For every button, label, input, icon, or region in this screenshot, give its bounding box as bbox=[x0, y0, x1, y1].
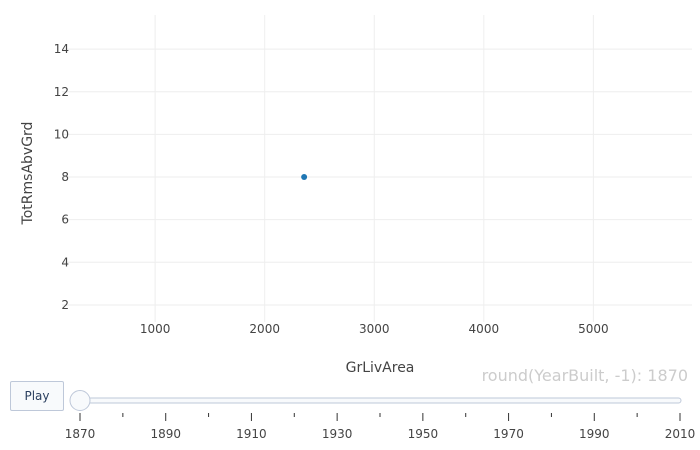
x-tick-label: 4000 bbox=[469, 322, 500, 336]
x-tick-label: 3000 bbox=[359, 322, 390, 336]
slider-tick-label: 1870 bbox=[65, 427, 96, 441]
slider-rail[interactable] bbox=[75, 397, 682, 404]
plot-grid bbox=[62, 15, 692, 322]
y-tick-label: 4 bbox=[61, 255, 69, 269]
slider-ticks bbox=[79, 413, 681, 421]
slider-tick-label: 2010 bbox=[665, 427, 696, 441]
y-tick-label: 10 bbox=[54, 127, 69, 141]
y-tick-label: 12 bbox=[54, 85, 69, 99]
y-tick-label: 14 bbox=[54, 42, 69, 56]
slider-tick-label: 1970 bbox=[493, 427, 524, 441]
slider-labels: 1870 1890 1910 1930 1950 1970 1990 2010 bbox=[65, 427, 696, 441]
slider-tick-label: 1910 bbox=[236, 427, 267, 441]
y-tick-label: 6 bbox=[61, 213, 69, 227]
data-points bbox=[301, 174, 308, 181]
slider-tick-label: 1990 bbox=[579, 427, 610, 441]
y-tick-label: 8 bbox=[61, 170, 69, 184]
slider-tick-label: 1950 bbox=[408, 427, 439, 441]
x-tick-labels: 1000 2000 3000 4000 5000 bbox=[140, 322, 609, 336]
slider-current-value: round(YearBuilt, -1): 1870 bbox=[482, 366, 688, 385]
x-axis-title: GrLivArea bbox=[346, 360, 415, 376]
play-button[interactable]: Play bbox=[10, 381, 64, 411]
slider-handle[interactable] bbox=[69, 390, 91, 411]
y-tick-label: 2 bbox=[61, 298, 69, 312]
x-tick-label: 1000 bbox=[140, 322, 171, 336]
slider-tick-label: 1930 bbox=[322, 427, 353, 441]
y-tick-labels: 2 4 6 8 10 12 14 bbox=[54, 42, 69, 312]
data-point bbox=[301, 174, 308, 181]
slider-tick-label: 1890 bbox=[150, 427, 181, 441]
y-axis-title: TotRmsAbvGrd bbox=[20, 122, 36, 226]
x-tick-label: 5000 bbox=[578, 322, 609, 336]
x-tick-label: 2000 bbox=[249, 322, 280, 336]
